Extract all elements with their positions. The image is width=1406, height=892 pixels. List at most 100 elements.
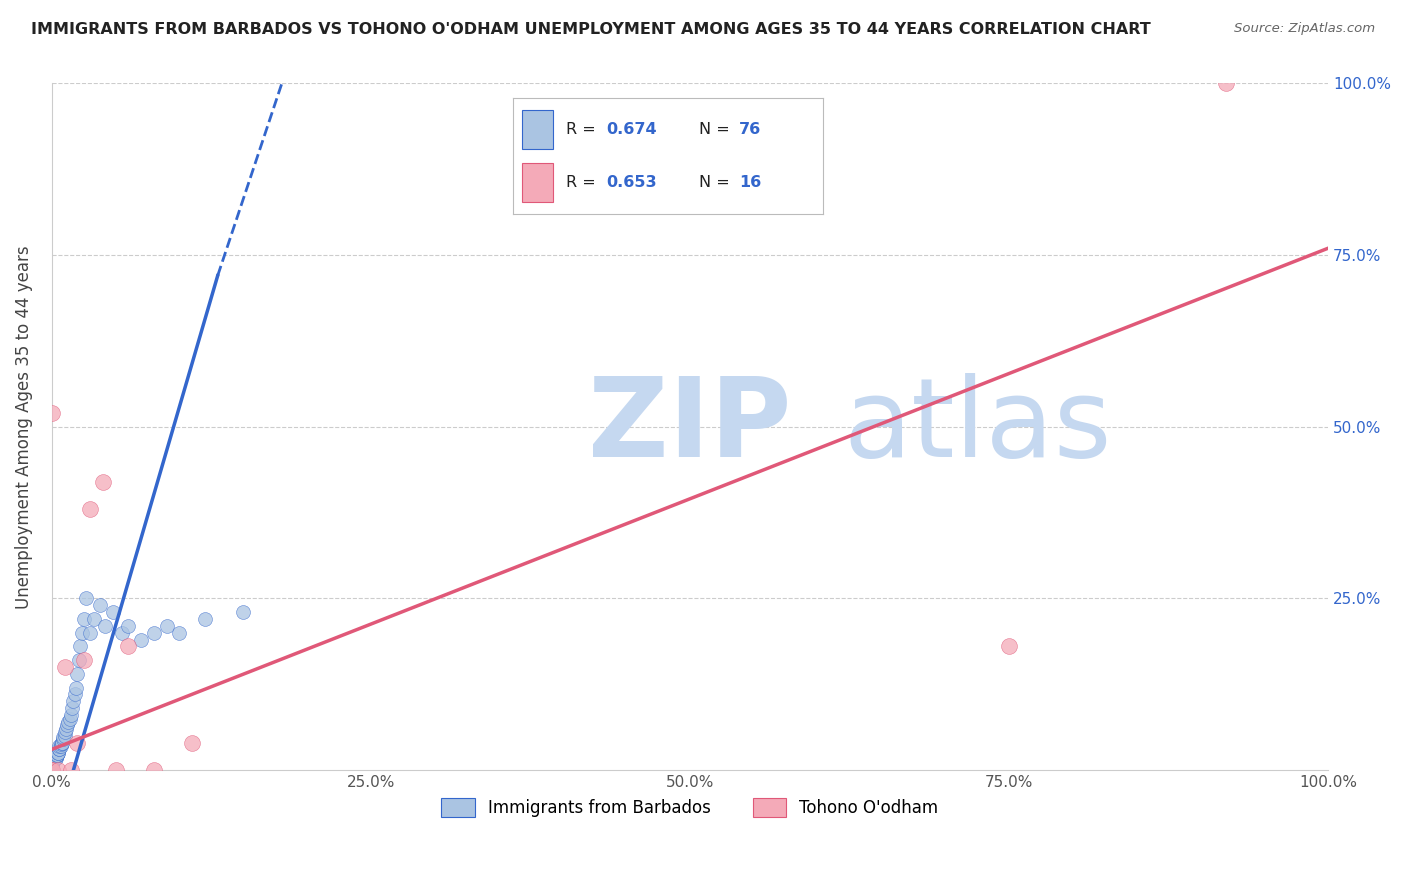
Point: [51, 735, 73, 749]
Point: [60, 701, 83, 715]
Point: [41, 755, 63, 769]
Point: [58, 714, 80, 729]
Point: [45, 747, 67, 762]
Point: [41, 756, 63, 771]
Point: [52, 730, 75, 744]
Text: ZIP: ZIP: [588, 373, 792, 480]
Point: [56, 718, 79, 732]
Point: [41, 763, 63, 777]
Point: [41, 763, 63, 777]
Point: [41, 759, 63, 773]
Text: Source: ZipAtlas.com: Source: ZipAtlas.com: [1234, 22, 1375, 36]
Point: [998, 640, 1021, 654]
Point: [72, 625, 94, 640]
Point: [41, 763, 63, 777]
Point: [48, 742, 70, 756]
Point: [49, 739, 72, 753]
Text: 16: 16: [740, 175, 761, 190]
Point: [41, 763, 63, 777]
Point: [41, 759, 63, 773]
Text: N =: N =: [699, 175, 735, 190]
Point: [41, 753, 63, 767]
Point: [91, 475, 114, 489]
Point: [48, 742, 70, 756]
Point: [79, 625, 101, 640]
Point: [156, 619, 179, 633]
Point: [45, 750, 67, 764]
FancyBboxPatch shape: [523, 110, 554, 149]
Point: [41, 763, 63, 777]
Point: [62, 694, 84, 708]
Point: [41, 763, 63, 777]
Point: [41, 763, 63, 777]
Text: 0.674: 0.674: [606, 122, 657, 137]
Point: [52, 732, 75, 747]
Point: [41, 763, 63, 777]
FancyBboxPatch shape: [523, 163, 554, 202]
Point: [83, 612, 105, 626]
Point: [181, 735, 204, 749]
Point: [73, 612, 96, 626]
Point: [59, 711, 82, 725]
Text: R =: R =: [565, 122, 600, 137]
Text: 0.653: 0.653: [606, 175, 657, 190]
Point: [41, 763, 63, 777]
Point: [46, 763, 69, 777]
Point: [41, 763, 63, 777]
Point: [41, 757, 63, 772]
Point: [63, 688, 86, 702]
Point: [41, 763, 63, 777]
Point: [41, 763, 63, 777]
Point: [41, 763, 63, 777]
Point: [169, 625, 191, 640]
Point: [41, 758, 63, 772]
Point: [41, 763, 63, 777]
Point: [59, 763, 82, 777]
Point: [117, 640, 139, 654]
Point: [41, 763, 63, 777]
Point: [45, 747, 67, 762]
Point: [73, 653, 96, 667]
Point: [41, 756, 63, 771]
Point: [67, 653, 90, 667]
Point: [41, 763, 63, 777]
Point: [49, 737, 72, 751]
Point: [53, 725, 76, 739]
Point: [41, 406, 63, 420]
Point: [142, 625, 165, 640]
Text: R =: R =: [565, 175, 600, 190]
Point: [45, 749, 67, 764]
Point: [41, 763, 63, 777]
Text: 76: 76: [740, 122, 761, 137]
Point: [53, 660, 76, 674]
Point: [111, 625, 134, 640]
Point: [232, 605, 254, 619]
Point: [41, 763, 63, 777]
Point: [129, 632, 152, 647]
Point: [194, 612, 217, 626]
Text: atlas: atlas: [844, 373, 1112, 480]
Point: [117, 619, 139, 633]
Point: [79, 502, 101, 516]
Point: [51, 735, 73, 749]
Point: [66, 666, 89, 681]
Point: [41, 763, 63, 777]
Point: [41, 763, 63, 777]
Point: [65, 681, 87, 695]
Text: IMMIGRANTS FROM BARBADOS VS TOHONO O'ODHAM UNEMPLOYMENT AMONG AGES 35 TO 44 YEAR: IMMIGRANTS FROM BARBADOS VS TOHONO O'ODH…: [31, 22, 1150, 37]
Point: [75, 591, 97, 606]
Point: [41, 758, 63, 772]
Point: [48, 739, 70, 753]
Point: [59, 708, 82, 723]
Point: [45, 750, 67, 764]
Point: [94, 619, 117, 633]
Legend: Immigrants from Barbados, Tohono O'odham: Immigrants from Barbados, Tohono O'odham: [434, 791, 945, 823]
Point: [53, 729, 76, 743]
Text: N =: N =: [699, 122, 735, 137]
Point: [41, 763, 63, 777]
Point: [55, 722, 77, 736]
Point: [1215, 77, 1237, 91]
Point: [142, 763, 165, 777]
Point: [69, 640, 91, 654]
Point: [104, 763, 127, 777]
